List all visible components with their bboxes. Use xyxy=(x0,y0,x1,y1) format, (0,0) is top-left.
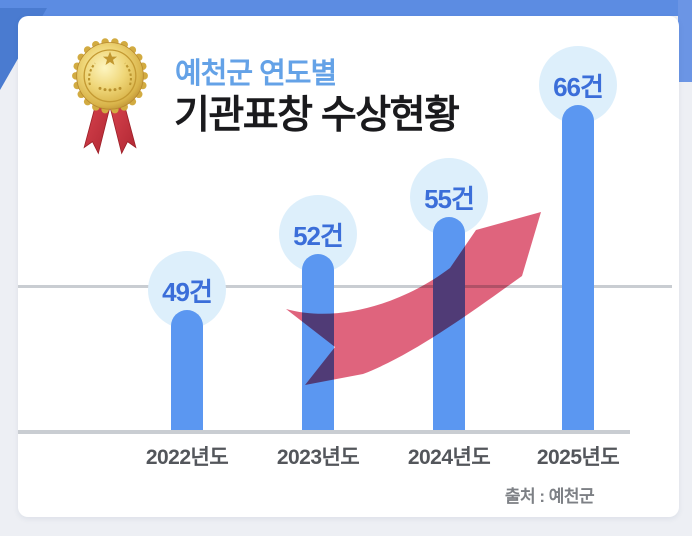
page-title: 기관표창 수상현황 xyxy=(174,94,460,137)
medal-dots xyxy=(98,86,122,92)
bar xyxy=(433,217,465,433)
medal-laurel-right xyxy=(124,62,132,86)
value-label: 52건 xyxy=(293,220,344,251)
x-axis-label: 2023년도 xyxy=(276,446,360,469)
bar xyxy=(562,105,594,433)
value-label: 66건 xyxy=(553,71,604,102)
medal-disc xyxy=(76,42,144,110)
medal-inner-ring xyxy=(83,49,137,103)
bar xyxy=(171,310,203,433)
gold-medal-icon xyxy=(60,30,160,158)
top-accent-bar xyxy=(0,0,692,16)
top-right-accent-strip xyxy=(678,0,692,82)
value-label: 49건 xyxy=(162,276,213,307)
subtitle-text: 예천군 연도별 xyxy=(175,58,337,90)
medal-laurel-left xyxy=(88,62,96,86)
x-axis-label: 2025년도 xyxy=(536,446,620,469)
x-axis-label: 2024년도 xyxy=(407,446,491,469)
source-label: 출처 : 예천군 xyxy=(504,487,595,506)
chart-baseline xyxy=(18,430,630,434)
medal-star-icon xyxy=(102,51,118,65)
x-axis-label: 2022년도 xyxy=(145,446,229,469)
bar xyxy=(302,254,334,433)
value-label: 55건 xyxy=(424,183,475,214)
